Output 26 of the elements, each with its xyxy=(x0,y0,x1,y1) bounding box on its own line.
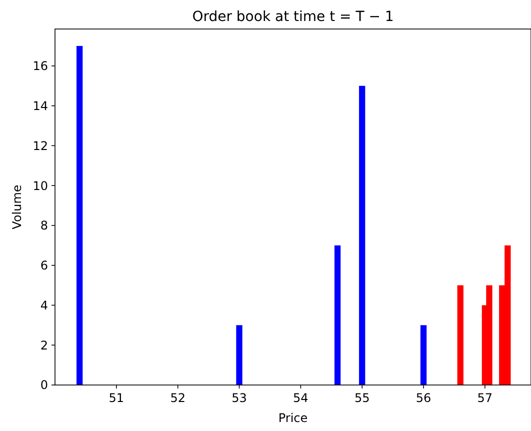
bar xyxy=(334,245,341,385)
x-tick-label: 52 xyxy=(170,391,186,405)
y-tick-label: 16 xyxy=(32,59,48,74)
bar xyxy=(236,325,242,385)
bar xyxy=(359,86,366,385)
y-axis-title: Volume xyxy=(10,184,24,230)
bar xyxy=(420,325,427,385)
x-tick-label: 53 xyxy=(232,391,247,405)
y-tick-label: 12 xyxy=(32,138,48,153)
y-tick-label: 14 xyxy=(32,98,48,113)
bar xyxy=(486,285,492,385)
y-tick-label: 8 xyxy=(40,218,48,233)
y-tick-label: 10 xyxy=(32,178,48,193)
x-tick-label: 56 xyxy=(416,391,432,405)
bar xyxy=(457,285,464,385)
y-tick-label: 6 xyxy=(40,258,48,273)
x-tick-label: 51 xyxy=(108,391,124,405)
bar xyxy=(76,46,83,385)
chart-title: Order book at time t = T − 1 xyxy=(192,9,394,25)
x-tick-label: 55 xyxy=(354,391,370,405)
x-axis-title: Price xyxy=(278,411,308,425)
y-tick-label: 4 xyxy=(40,298,48,312)
x-tick-label: 54 xyxy=(293,391,308,405)
x-tick-label: 57 xyxy=(477,391,493,405)
y-tick-label: 0 xyxy=(40,378,48,392)
y-tick-label: 2 xyxy=(40,338,48,352)
